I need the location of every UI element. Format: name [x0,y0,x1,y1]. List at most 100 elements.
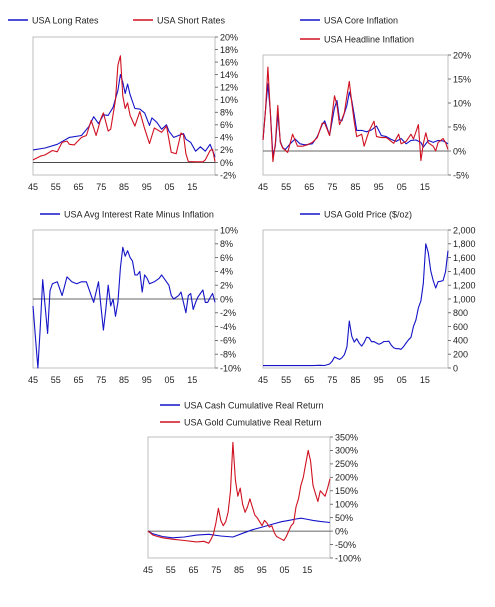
y-tick-label: 12% [220,82,238,92]
y-tick-label: 0% [220,294,233,304]
y-tick-label: 400 [453,336,468,346]
x-tick-label: 65 [188,565,198,575]
x-tick-label: 95 [374,182,384,192]
plot-frame-1 [262,54,449,176]
x-tick-label: 95 [142,375,152,385]
y-tick-label: 6% [220,120,233,130]
y-tick-label: -2% [220,170,236,180]
x-tick-label: 15 [302,565,312,575]
y-tick-label: -5% [453,170,469,180]
y-tick-label: -100% [335,553,361,563]
x-tick-label: 45 [258,182,268,192]
x-tick-label: 75 [96,375,106,385]
x-tick-label: 75 [96,182,106,192]
y-tick-label: -50% [335,540,356,550]
x-tick-label: 95 [374,375,384,385]
y-tick-label: 1,000 [453,294,476,304]
x-tick-label: 55 [51,182,61,192]
y-tick-label: 100% [335,500,358,510]
y-tick-label: 10% [220,95,238,105]
y-tick-label: 800 [453,308,468,318]
x-tick-label: 65 [304,182,314,192]
x-tick-label: 55 [51,375,61,385]
y-tick-label: 18% [220,45,238,55]
x-tick-label: 15 [187,182,197,192]
series-line-0-0 [32,74,216,158]
x-tick-label: 05 [164,375,174,385]
y-tick-label: 600 [453,322,468,332]
x-tick-label: 85 [119,375,129,385]
y-tick-label: 200% [335,473,358,483]
x-tick-label: 55 [166,565,176,575]
x-tick-label: 05 [397,375,407,385]
y-tick-label: -8% [220,350,236,360]
legend-label: USA Avg Interest Rate Minus Inflation [64,209,214,219]
series-line-1-1 [262,66,449,163]
y-tick-label: 2% [220,281,233,291]
y-tick-label: -4% [220,322,236,332]
y-tick-label: 1,200 [453,281,476,291]
y-tick-label: 50% [335,513,353,523]
y-tick-label: 300% [335,446,358,456]
y-tick-label: 14% [220,70,238,80]
x-tick-label: 55 [281,182,291,192]
y-tick-label: 8% [220,108,233,118]
legend-label: USA Gold Price ($/oz) [324,209,412,219]
y-tick-label: 2,000 [453,225,476,235]
series-line-2-0 [32,246,216,369]
y-tick-label: 350% [335,432,358,442]
y-tick-label: -6% [220,336,236,346]
y-tick-label: 200 [453,350,468,360]
y-tick-label: 0 [453,363,458,373]
y-tick-label: 10% [453,98,471,108]
y-tick-label: 5% [453,122,466,132]
legend-label: USA Short Rates [157,15,226,25]
legend-label: USA Long Rates [32,15,99,25]
x-tick-label: 45 [28,375,38,385]
y-tick-label: -2% [220,308,236,318]
y-tick-label: 1,800 [453,239,476,249]
x-tick-label: 65 [73,375,83,385]
x-tick-label: 85 [350,182,360,192]
x-tick-label: 85 [119,182,129,192]
x-tick-label: 75 [327,182,337,192]
x-tick-label: 05 [279,565,289,575]
x-tick-label: 45 [28,182,38,192]
x-tick-label: 75 [211,565,221,575]
y-tick-label: 6% [220,253,233,263]
series-line-4-1 [147,441,331,544]
y-tick-label: 20% [220,32,238,42]
y-tick-label: 0% [453,146,466,156]
legend-label: USA Gold Cumulative Real Return [184,417,322,427]
y-tick-label: 2% [220,145,233,155]
x-tick-label: 75 [327,375,337,385]
x-tick-label: 65 [73,182,83,192]
series-line-3-0 [263,243,449,367]
x-tick-label: 05 [397,182,407,192]
y-tick-label: 8% [220,239,233,249]
y-tick-label: 1,600 [453,253,476,263]
y-tick-label: 10% [220,225,238,235]
y-tick-label: -10% [220,363,241,373]
legend-label: USA Headline Inflation [324,34,414,44]
series-line-4-0 [147,517,331,539]
series-line-0-1 [32,55,216,163]
x-tick-label: 55 [281,375,291,385]
y-tick-label: 150% [335,486,358,496]
x-tick-label: 95 [142,182,152,192]
x-tick-label: 15 [187,375,197,385]
plot-frame-0 [32,36,216,176]
y-tick-label: 4% [220,133,233,143]
y-tick-label: 0% [220,158,233,168]
plot-frame-3 [262,229,449,369]
y-tick-label: 15% [453,74,471,84]
x-tick-label: 15 [420,182,430,192]
x-tick-label: 95 [257,565,267,575]
x-tick-label: 85 [234,565,244,575]
y-tick-label: 250% [335,459,358,469]
x-tick-label: 05 [164,182,174,192]
y-tick-label: 20% [453,50,471,60]
plot-frame-4 [147,436,331,559]
